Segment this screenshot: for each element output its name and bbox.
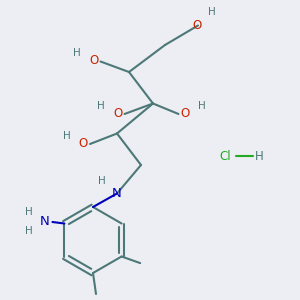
Text: H: H <box>255 149 264 163</box>
Text: H: H <box>26 226 33 236</box>
Text: Cl: Cl <box>219 149 231 163</box>
Text: H: H <box>73 48 81 58</box>
Text: O: O <box>113 107 122 120</box>
Text: O: O <box>79 137 88 150</box>
Text: H: H <box>208 7 215 17</box>
Text: O: O <box>89 54 98 68</box>
Text: O: O <box>181 107 190 120</box>
Text: N: N <box>39 215 49 228</box>
Text: H: H <box>63 130 70 141</box>
Text: O: O <box>193 19 202 32</box>
Text: N: N <box>112 187 122 200</box>
Text: H: H <box>26 207 33 217</box>
Text: H: H <box>198 100 206 111</box>
Text: H: H <box>97 100 105 111</box>
Text: H: H <box>98 176 105 186</box>
